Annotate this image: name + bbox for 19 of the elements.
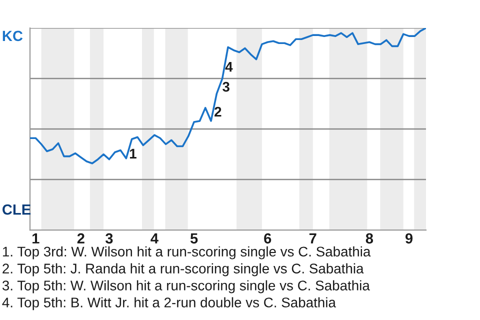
- x-tick-label: 2: [77, 233, 84, 244]
- annotation: 3: [222, 82, 230, 92]
- text: 3. Top 5th: W. Wilson hit a run-scoring single vs C. Sabathia: [2, 280, 370, 294]
- x-tick-label: 6: [264, 233, 272, 244]
- x-tick-label: 5: [190, 233, 198, 244]
- annotation: 1: [130, 148, 136, 158]
- annotation: 2: [214, 106, 222, 117]
- text: 2. Top 5th: J. Randa hit a run-scoring single vs C. Sabathia: [2, 263, 364, 276]
- text: 1. Top 3rd: W. Wilson hit a run-scoring single vs C. Sabathia: [2, 246, 371, 260]
- x-tick-label: 3: [105, 233, 113, 244]
- x-tick-label: 9: [405, 233, 413, 244]
- x-tick-label: 4: [150, 233, 158, 244]
- text: KC: [2, 30, 23, 42]
- annotation: 4: [225, 62, 233, 72]
- x-tick-label: 1: [32, 233, 40, 244]
- x-tick-label: 8: [366, 233, 374, 244]
- annotation: CLE: [2, 204, 31, 215]
- text: 4. Top 5th: B. Witt Jr. hit a 2-run double vs C. Sabathia: [2, 297, 336, 310]
- x-tick-label: 7: [309, 233, 316, 244]
